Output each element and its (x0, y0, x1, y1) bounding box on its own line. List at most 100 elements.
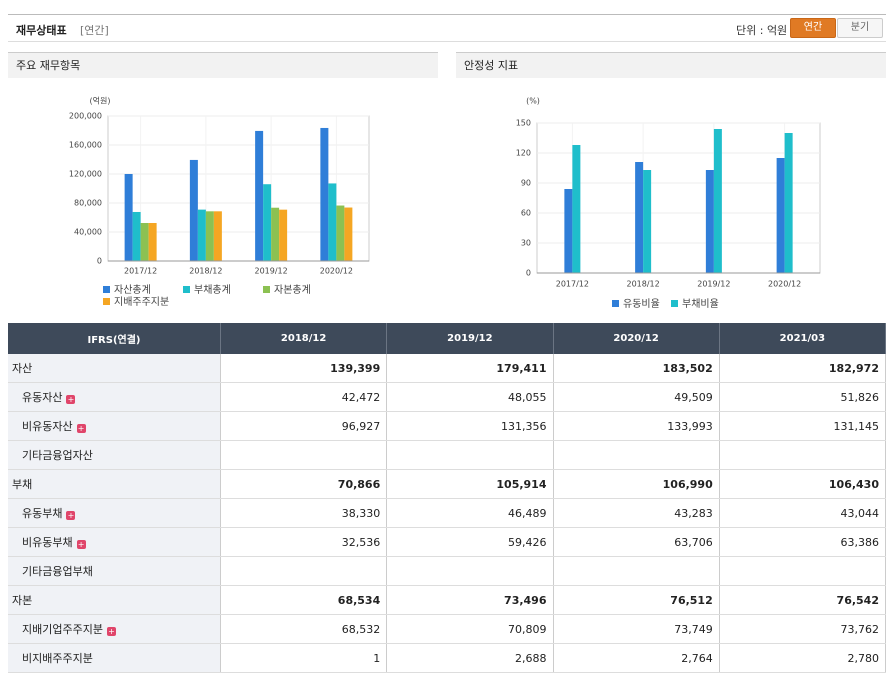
bar (643, 170, 652, 273)
value-cell: 76,542 (719, 585, 887, 615)
empty-cell (220, 556, 388, 586)
y-tick-label: 60 (521, 209, 531, 218)
value-cell: 63,386 (719, 527, 887, 557)
x-tick-label: 2017/12 (124, 267, 157, 276)
value-cell: 32,536 (220, 527, 388, 557)
value-cell: 1 (220, 643, 388, 673)
y-tick-label: 200,000 (69, 112, 102, 121)
annual-button[interactable]: 연간 (790, 18, 836, 38)
column-header: 2019/12 (386, 323, 554, 354)
value-cell: 106,990 (553, 469, 720, 499)
value-cell: 105,914 (386, 469, 554, 499)
bar (271, 207, 280, 261)
value-cell: 179,411 (386, 354, 554, 383)
table-row: 자산 139,399 179,411 183,502 182,972 (8, 354, 887, 383)
row-label-text: 기타금융업자산 (22, 449, 93, 462)
expand-icon[interactable]: + (76, 540, 86, 549)
legend-swatch (263, 286, 270, 293)
legend-label: 부채총계 (194, 284, 231, 296)
row-label-text: 부채 (12, 478, 33, 491)
value-cell: 38,330 (220, 498, 388, 528)
row-label-text: 기타금융업부채 (22, 565, 93, 578)
expand-icon[interactable]: + (66, 511, 76, 520)
y-axis-label: (억원) (90, 96, 111, 106)
empty-cell (386, 440, 554, 470)
empty-cell (553, 556, 720, 586)
value-cell: 63,706 (553, 527, 720, 557)
bar (320, 127, 329, 261)
table-row: 기타금융업자산 (8, 440, 887, 470)
value-cell: 73,762 (719, 614, 887, 644)
row-label: 기타금융업자산 (8, 440, 221, 470)
bar (776, 158, 785, 273)
bar (255, 130, 264, 261)
row-label: 비지배주주지분 (8, 643, 221, 673)
bar (197, 209, 206, 261)
row-label-text: 유동자산 (22, 391, 63, 404)
value-cell: 2,764 (553, 643, 720, 673)
empty-cell (386, 556, 554, 586)
row-label: 자본 (8, 585, 221, 615)
legend-swatch (612, 300, 619, 307)
value-cell: 68,532 (220, 614, 388, 644)
legend-label: 지배주주지분 (114, 296, 169, 308)
y-tick-label: 120 (516, 149, 531, 158)
value-cell: 59,426 (386, 527, 554, 557)
bar (279, 209, 288, 261)
value-cell: 51,826 (719, 382, 887, 412)
bar (635, 162, 644, 273)
value-cell: 182,972 (719, 354, 887, 383)
row-label-text: 비지배주주지분 (22, 652, 93, 665)
table-row: 비유동자산 +96,927 131,356 133,993 131,145 (8, 411, 887, 441)
bar (140, 223, 149, 261)
value-cell: 42,472 (220, 382, 388, 412)
bar (213, 211, 222, 261)
bar (572, 145, 581, 273)
table-row: 부채 70,866 105,914 106,990 106,430 (8, 469, 887, 499)
value-cell: 73,749 (553, 614, 720, 644)
header-bar: 재무상태표 [연간] 단위 : 억원 연간 분기 (8, 14, 886, 42)
value-cell: 76,512 (553, 585, 720, 615)
value-cell: 43,283 (553, 498, 720, 528)
panel-title: 주요 재무항목 (8, 52, 438, 78)
value-cell: 46,489 (386, 498, 554, 528)
value-cell: 106,430 (719, 469, 887, 499)
row-label-text: 자본 (12, 594, 33, 607)
bar (205, 211, 214, 261)
table-row: 기타금융업부채 (8, 556, 887, 586)
value-cell: 68,534 (220, 585, 388, 615)
expand-icon[interactable]: + (76, 424, 86, 433)
empty-cell (719, 440, 887, 470)
y-tick-label: 0 (97, 257, 102, 266)
x-tick-label: 2017/12 (556, 280, 589, 289)
y-axis-label: (%) (526, 97, 540, 106)
legend-swatch (103, 286, 110, 293)
expand-icon[interactable]: + (66, 395, 76, 404)
row-label: 자산 (8, 354, 221, 383)
y-tick-label: 150 (516, 119, 531, 128)
row-label: 비유동자산 + (8, 411, 221, 441)
expand-icon[interactable]: + (106, 627, 116, 636)
row-label: 유동부채 + (8, 498, 221, 528)
legend-label: 자본총계 (274, 284, 311, 296)
column-header: 2021/03 (719, 323, 887, 354)
x-tick-label: 2020/12 (768, 280, 801, 289)
column-header: 2018/12 (220, 323, 388, 354)
legend-swatch (671, 300, 678, 307)
bar (132, 211, 141, 261)
value-cell: 96,927 (220, 411, 388, 441)
y-tick-label: 30 (521, 239, 531, 248)
empty-cell (553, 440, 720, 470)
x-tick-label: 2019/12 (255, 267, 288, 276)
row-label: 지배기업주주지분 + (8, 614, 221, 644)
value-cell: 131,145 (719, 411, 887, 441)
financial-table: IFRS(연결) 2018/12 2019/12 2020/12 2021/03 자산 13… (8, 323, 887, 673)
table-row: 비유동부채 +32,536 59,426 63,706 63,386 (8, 527, 887, 557)
value-cell: 70,809 (386, 614, 554, 644)
value-cell: 70,866 (220, 469, 388, 499)
bar (713, 129, 722, 273)
quarter-button[interactable]: 분기 (837, 18, 883, 38)
value-cell: 73,496 (386, 585, 554, 615)
value-cell: 49,509 (553, 382, 720, 412)
bar (344, 207, 353, 261)
